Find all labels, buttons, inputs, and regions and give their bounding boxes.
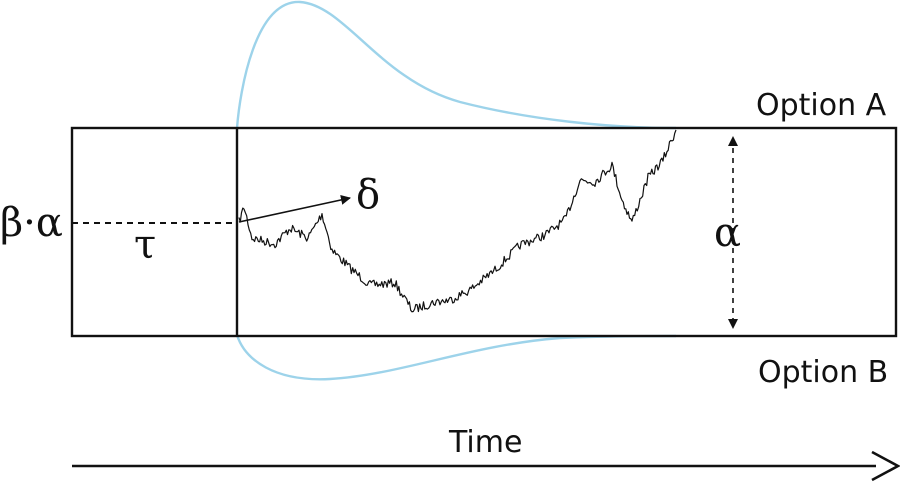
boundary-separation-label: α bbox=[714, 210, 741, 256]
evidence-path bbox=[238, 129, 677, 313]
drift-rate-label: δ bbox=[356, 172, 380, 218]
time-axis-label: Time bbox=[448, 425, 522, 460]
drift-rate-arrow bbox=[238, 195, 351, 223]
upper-density-curve bbox=[235, 0, 677, 130]
decision-boundary-box bbox=[70, 126, 898, 338]
starting-point-label: β·α bbox=[0, 200, 63, 246]
lower-density-curve bbox=[235, 334, 677, 381]
option-b-label: Option B bbox=[758, 355, 888, 390]
option-a-label: Option A bbox=[756, 88, 887, 123]
non-decision-time-label: τ bbox=[134, 222, 156, 268]
time-axis-arrowhead bbox=[871, 450, 900, 482]
